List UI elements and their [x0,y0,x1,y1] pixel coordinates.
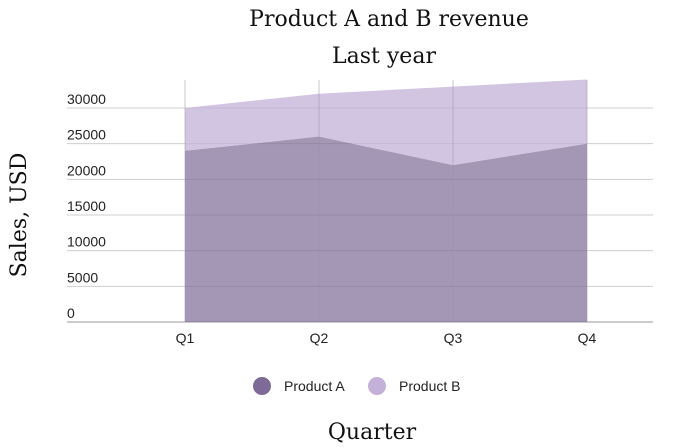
x-tick-label: Q1 [176,330,195,346]
y-tick-label: 20000 [67,162,106,178]
x-tick-label: Q2 [310,330,329,346]
chart-title: Product A and B revenue [249,7,529,32]
legend-swatch [368,377,386,395]
chart-subtitle: Last year [332,44,436,69]
y-tick-label: 25000 [67,127,106,143]
y-tick-label: 0 [67,305,75,321]
x-tick-label: Q4 [578,330,597,346]
plot-areas [185,79,587,322]
y-tick-label: 15000 [67,198,106,214]
y-tick-label: 5000 [67,269,98,285]
legend-label: Product B [399,378,460,394]
legend-item[interactable]: Product B [368,377,460,395]
vertical-grid-lines [184,80,588,322]
x-axis-title: Quarter [328,420,417,445]
y-tick-label: 30000 [67,91,106,107]
x-tick-label: Q3 [444,330,463,346]
axes: 0 5000 10000 15000 20000 25000 30000 Q1 Q2 Q3 Q4 [67,91,597,346]
y-axis-title: Sales, USD [7,153,32,278]
legend-item[interactable]: Product A [253,377,345,395]
y-tick-label: 10000 [67,234,106,250]
legend-label: Product A [284,378,345,394]
area-product-a [185,136,587,322]
area-product-b [185,79,587,166]
legend-swatch [253,377,271,395]
legend: Product A Product B [253,377,460,395]
